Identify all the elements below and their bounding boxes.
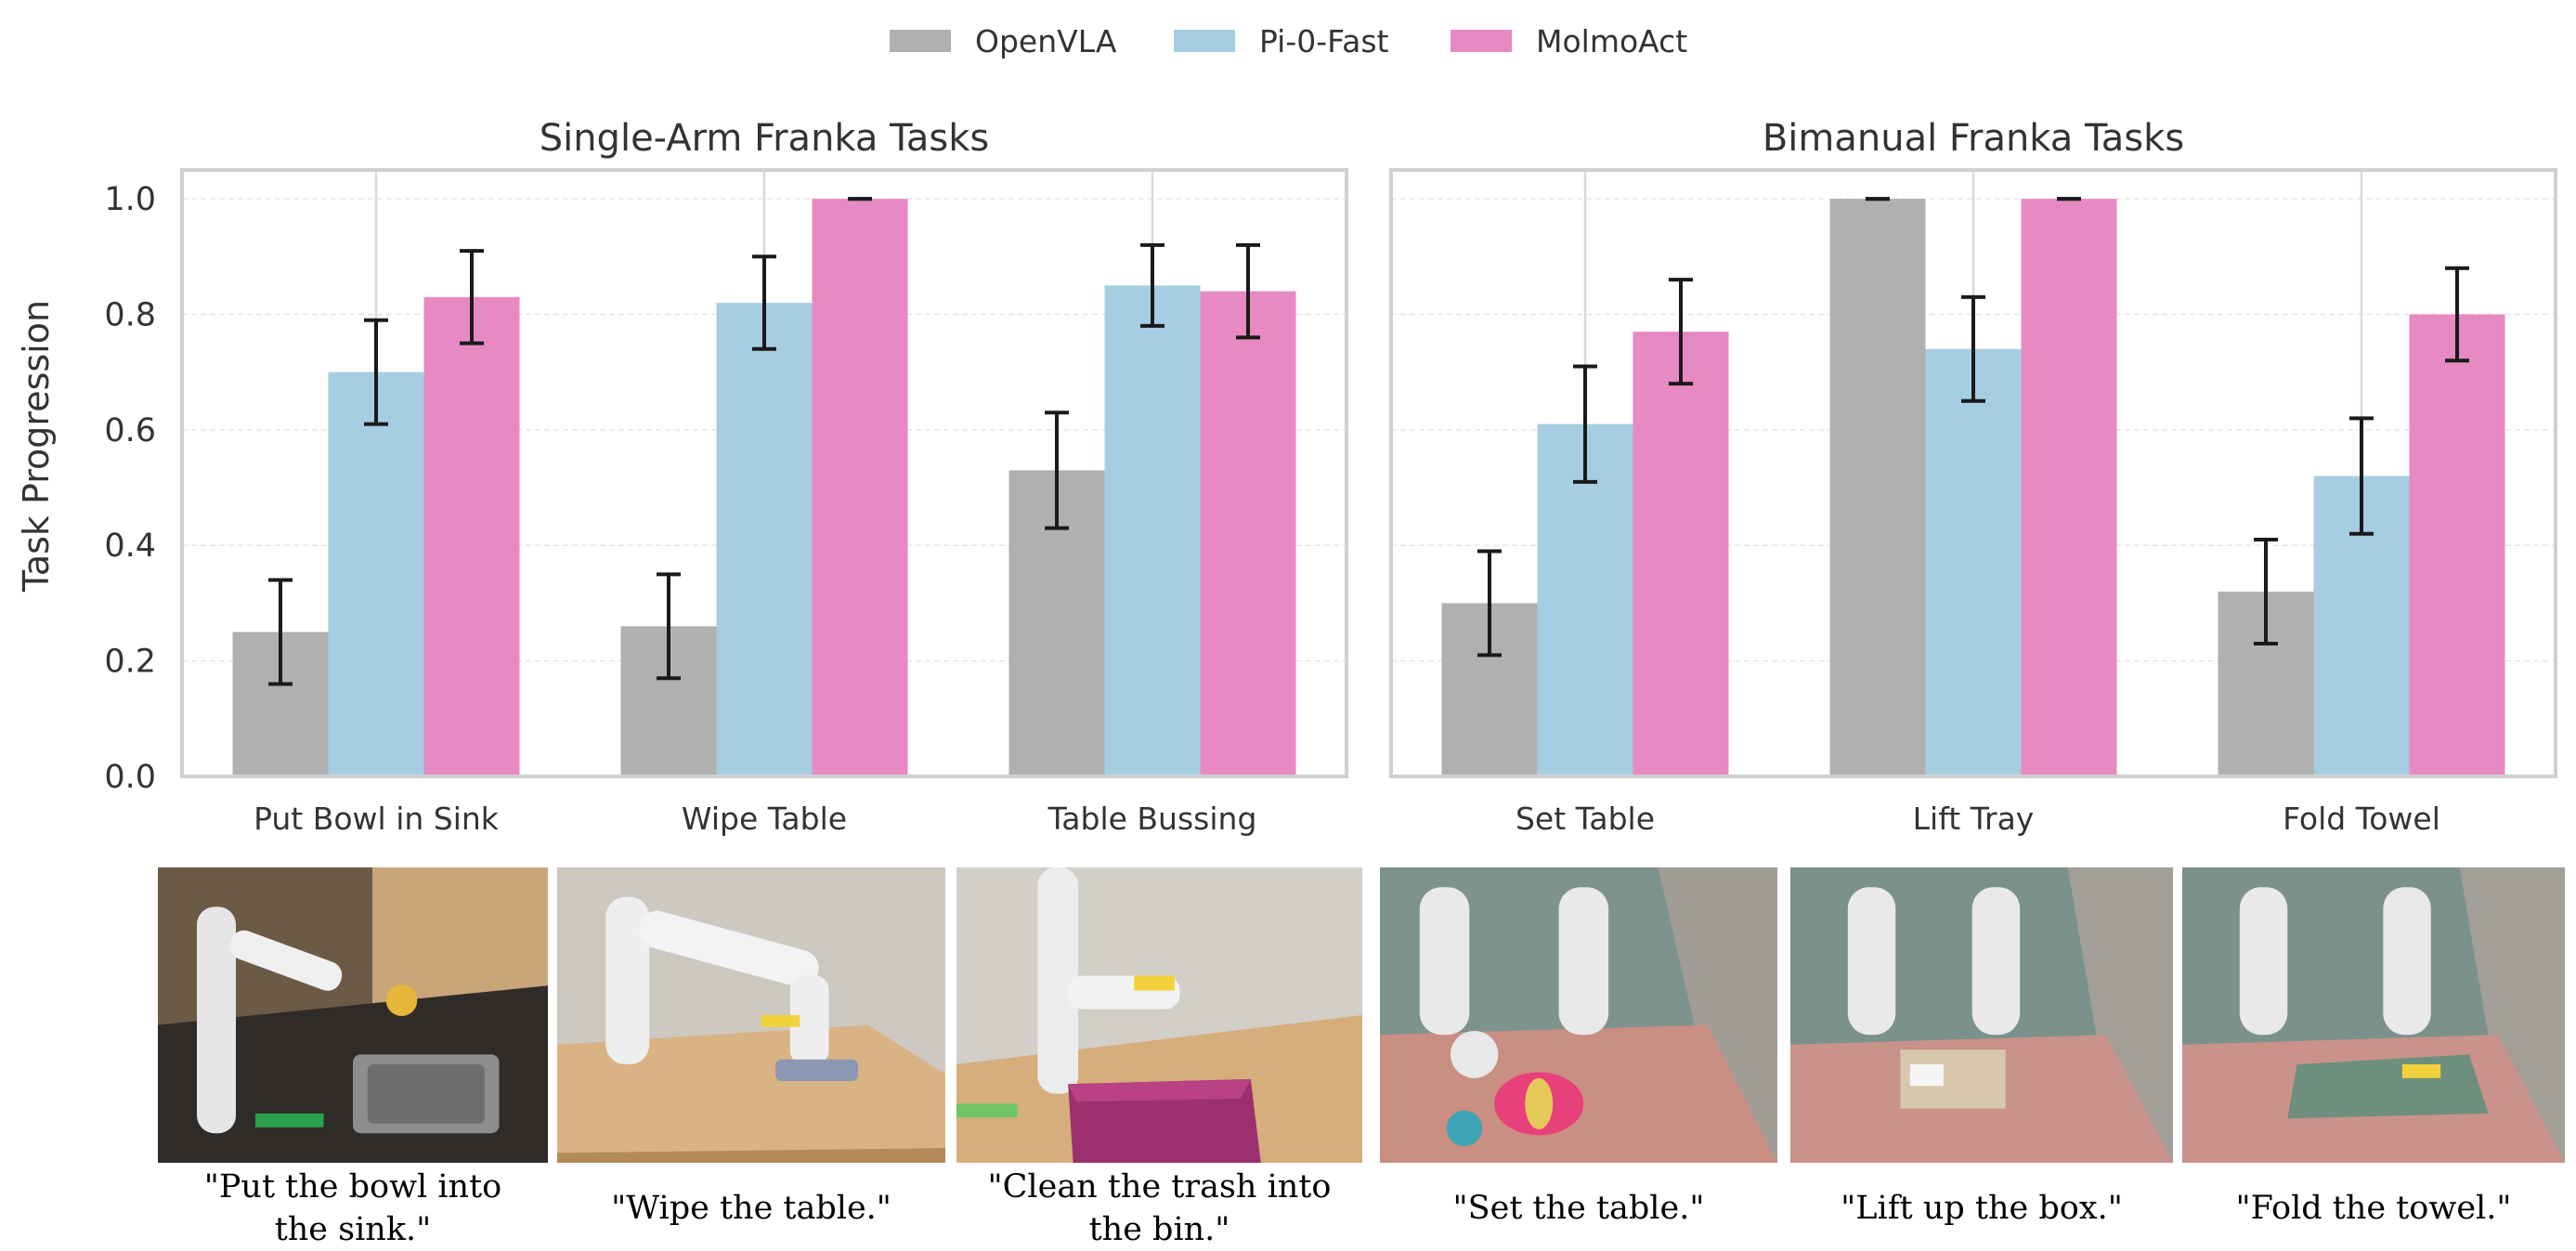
- error-bar-1-2-0: [2254, 538, 2278, 645]
- y-tick-label-2: 0.4: [104, 528, 156, 565]
- error-bar-0-2-0: [1045, 410, 1069, 530]
- y-tick-label-3: 0.6: [104, 412, 156, 450]
- task-caption-3: "Set the table.": [1361, 1187, 1796, 1230]
- error-bar-1-0-1: [1573, 364, 1597, 484]
- caption-line: "Put the bowl into: [203, 1168, 502, 1205]
- task-caption-0: "Put the bowl into the sink.": [139, 1166, 566, 1251]
- error-bar-1-0-2: [1669, 278, 1693, 386]
- y-tick-label-1: 0.2: [104, 644, 156, 681]
- caption-line: "Clean the trash into: [987, 1168, 1332, 1205]
- bar-1-2-2: [2409, 314, 2505, 776]
- bar-0-1-2: [812, 199, 908, 777]
- error-bar-0-2-1: [1140, 242, 1164, 328]
- legend-label-0: OpenVLA: [975, 23, 1117, 59]
- bar-0-0-1: [328, 371, 424, 776]
- error-bar-0-2-2: [1236, 242, 1260, 340]
- error-bar-1-1-1: [1961, 294, 1985, 403]
- task-photo-1: [557, 867, 945, 1163]
- x-tick-label-2: Table Bussing: [1047, 801, 1257, 837]
- error-bar-0-1-0: [657, 572, 681, 681]
- x-tick-label-1: Wipe Table: [682, 801, 847, 837]
- legend-swatch-0: [890, 30, 951, 52]
- task-photo-0: [158, 867, 548, 1163]
- caption-line: the sink.": [274, 1211, 432, 1248]
- x-tick-label-1: Lift Tray: [1913, 801, 2035, 837]
- panel-1: Bimanual Franka Tasks Set Table Lift Tray F…: [1389, 117, 2557, 837]
- task-photo-2: [956, 867, 1362, 1163]
- task-photo-5: [2182, 867, 2565, 1163]
- error-bar-1-2-1: [2349, 416, 2374, 536]
- legend-swatch-1: [1174, 30, 1235, 52]
- bar-1-1-1: [1925, 348, 2022, 776]
- legend-label-1: Pi-0-Fast: [1259, 23, 1389, 59]
- legend-label-2: MolmoAct: [1536, 23, 1687, 59]
- error-bar-0-0-0: [268, 578, 293, 686]
- y-tick-label-0: 0.0: [104, 759, 156, 796]
- task-caption-5: "Fold the towel.": [2164, 1187, 2576, 1230]
- x-tick-label-0: Put Bowl in Sink: [254, 801, 500, 837]
- caption-line: "Lift up the box.": [1841, 1190, 2123, 1227]
- figure: OpenVLA Pi-0-Fast MolmoAct Task Progressio…: [16, 23, 2557, 837]
- bar-0-1-1: [716, 303, 813, 776]
- task-photo-4: [1790, 867, 2173, 1163]
- caption-line: "Wipe the table.": [611, 1190, 891, 1227]
- panel-frame: [1389, 168, 2557, 778]
- x-tick-label-0: Set Table: [1516, 801, 1655, 837]
- x-tick-label-2: Fold Towel: [2283, 801, 2440, 837]
- bar-0-2-2: [1200, 291, 1296, 777]
- panel-0: Single-Arm Franka Tasks Put Bowl in Sink W…: [104, 117, 1348, 837]
- legend-swatch-2: [1451, 30, 1512, 52]
- bar-1-0-2: [1633, 332, 1729, 776]
- bar-1-1-2: [2021, 199, 2117, 777]
- caption-line: "Fold the towel.": [2235, 1190, 2512, 1227]
- chart-panels: Single-Arm Franka Tasks Put Bowl in Sink W…: [104, 117, 2557, 837]
- legend: OpenVLA Pi-0-Fast MolmoAct: [890, 23, 1687, 59]
- y-axis-label: Task Progression: [16, 300, 57, 593]
- error-bar-0-0-2: [460, 249, 484, 345]
- error-bar-1-0-0: [1477, 549, 1502, 658]
- error-bar-0-0-1: [364, 318, 388, 426]
- bar-0-2-1: [1104, 285, 1201, 776]
- y-tick-label-4: 0.8: [104, 296, 156, 333]
- panel-frame: [180, 168, 1348, 778]
- task-photo-3: [1380, 867, 1777, 1163]
- bar-0-0-2: [423, 296, 520, 776]
- task-caption-1: "Wipe the table.": [539, 1187, 964, 1230]
- task-caption-2: "Clean the trash into the bin.": [938, 1166, 1381, 1251]
- task-caption-4: "Lift up the box.": [1772, 1187, 2192, 1230]
- error-bar-1-2-2: [2445, 266, 2469, 363]
- panel-title: Bimanual Franka Tasks: [1763, 117, 2184, 160]
- caption-line: the bin.": [1088, 1211, 1230, 1248]
- panel-title: Single-Arm Franka Tasks: [540, 117, 990, 160]
- error-bar-0-1-1: [752, 254, 776, 351]
- bar-1-1-0: [1829, 199, 1926, 777]
- y-tick-label-5: 1.0: [104, 181, 156, 218]
- caption-line: "Set the table.": [1452, 1190, 1705, 1227]
